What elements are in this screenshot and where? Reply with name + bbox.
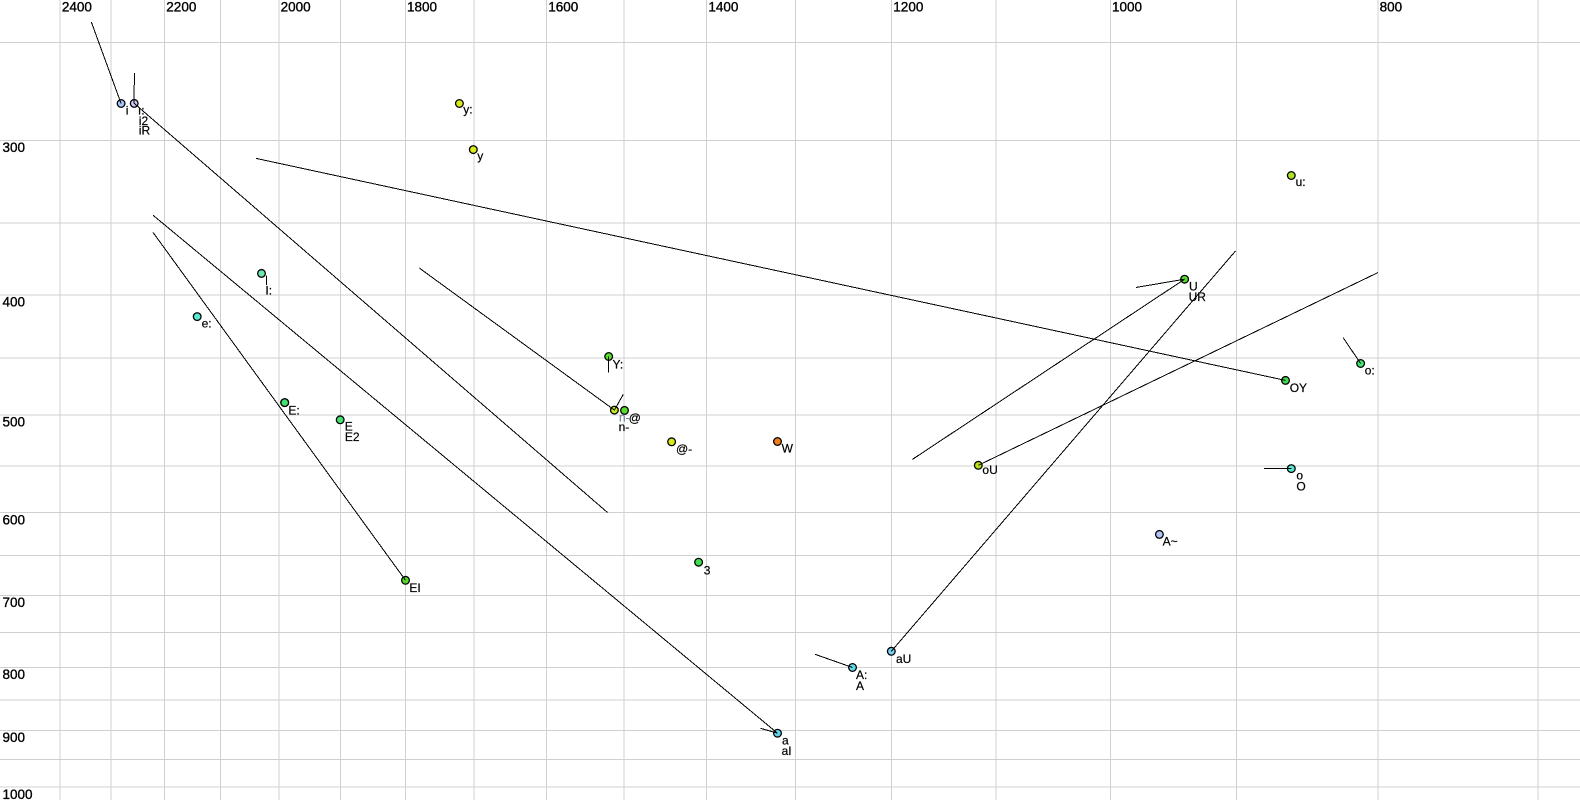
svg-text:1800: 1800 [407, 0, 437, 15]
svg-text:OY: OY [1290, 381, 1307, 395]
svg-text:2200: 2200 [166, 0, 196, 15]
svg-text:1200: 1200 [893, 0, 923, 15]
svg-text:A:: A: [856, 668, 867, 682]
svg-text:A: A [856, 679, 864, 693]
svg-text:UR: UR [1189, 290, 1207, 304]
svg-text:3: 3 [704, 563, 711, 577]
svg-text:n-: n- [619, 411, 630, 425]
svg-text:800: 800 [3, 667, 26, 682]
svg-text:aI: aI [782, 744, 792, 758]
svg-text:o:: o: [1365, 364, 1375, 378]
svg-text:E:: E: [288, 404, 299, 418]
svg-text:E2: E2 [345, 430, 360, 444]
svg-text:n-: n- [619, 420, 630, 434]
svg-text:W: W [782, 441, 794, 455]
svg-text:@: @ [629, 411, 641, 425]
svg-text:900: 900 [3, 730, 26, 745]
svg-text:1400: 1400 [708, 0, 738, 15]
svg-text:Y:: Y: [613, 358, 624, 372]
svg-text:1000: 1000 [3, 787, 33, 800]
svg-text:i2: i2 [139, 114, 149, 128]
svg-text:700: 700 [3, 595, 26, 610]
svg-text:1000: 1000 [1112, 0, 1142, 15]
svg-text:EI: EI [409, 581, 420, 595]
svg-text:o: o [1296, 468, 1303, 482]
svg-text:a: a [782, 734, 789, 748]
svg-text:600: 600 [3, 512, 26, 527]
svg-text:1600: 1600 [548, 0, 578, 15]
svg-text:@-: @- [676, 442, 692, 456]
svg-text:E: E [345, 420, 353, 434]
svg-text:500: 500 [3, 414, 26, 429]
svg-text:U: U [1189, 280, 1198, 294]
svg-text:y: y [477, 149, 483, 163]
svg-text:O: O [1296, 480, 1305, 494]
svg-text:i: i [126, 104, 129, 118]
svg-text:400: 400 [3, 295, 26, 310]
svg-text:800: 800 [1380, 0, 1403, 15]
svg-text:u:: u: [1296, 175, 1306, 189]
svg-text:iR: iR [139, 124, 151, 138]
svg-text:I:: I: [265, 283, 272, 297]
svg-text:aU: aU [896, 652, 911, 666]
svg-text:e:: e: [202, 317, 212, 331]
svg-text:2000: 2000 [281, 0, 311, 15]
svg-text:y:: y: [463, 103, 472, 117]
svg-text:A~: A~ [1163, 535, 1178, 549]
svg-text:2400: 2400 [62, 0, 92, 15]
svg-text:ı:: ı: [138, 104, 145, 118]
svg-text:oU: oU [982, 463, 997, 477]
svg-text:300: 300 [3, 140, 26, 155]
